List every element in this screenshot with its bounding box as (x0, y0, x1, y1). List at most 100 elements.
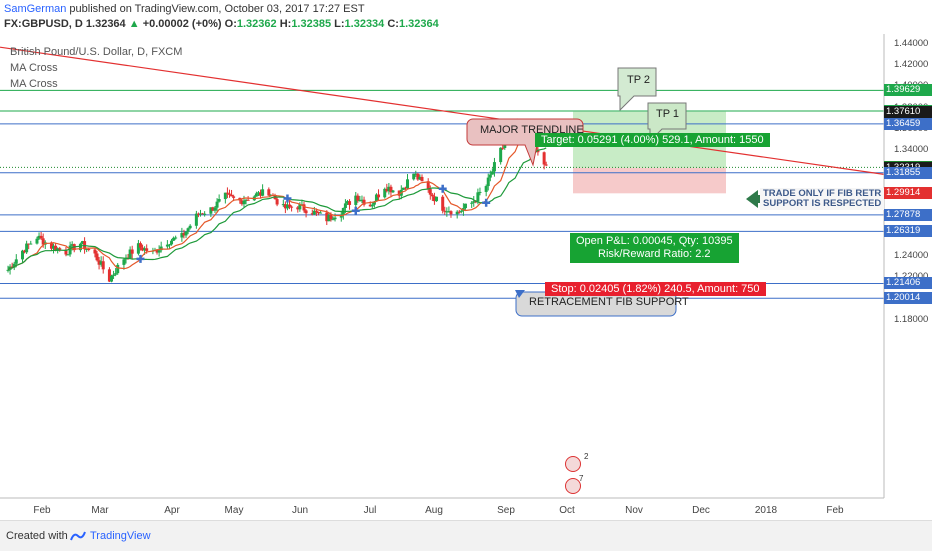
candle[interactable] (196, 212, 200, 218)
candle[interactable] (180, 227, 184, 242)
ma-cross-marker[interactable] (351, 206, 360, 215)
candle[interactable] (542, 151, 546, 170)
ma-cross-legend-1[interactable]: MA Cross (10, 62, 58, 74)
ma-cross-legend-2[interactable]: MA Cross (10, 78, 58, 90)
ma-slow-line[interactable] (7, 147, 547, 271)
candle[interactable] (261, 184, 265, 197)
candle[interactable] (141, 244, 145, 252)
candle[interactable] (288, 200, 292, 210)
candle[interactable] (304, 209, 308, 218)
candle[interactable] (99, 256, 103, 267)
candle[interactable] (110, 274, 113, 283)
candle[interactable] (333, 213, 337, 222)
candle[interactable] (285, 200, 289, 211)
candle[interactable] (325, 210, 329, 226)
candle[interactable] (97, 256, 101, 270)
candle[interactable] (58, 246, 62, 252)
candle[interactable] (85, 248, 89, 253)
candle[interactable] (317, 211, 320, 216)
candle[interactable] (472, 196, 476, 207)
candle[interactable] (478, 187, 482, 196)
candle[interactable] (356, 193, 360, 203)
candle[interactable] (223, 192, 227, 204)
candle[interactable] (488, 170, 492, 182)
candle[interactable] (172, 236, 176, 241)
candle[interactable] (29, 240, 33, 245)
candle[interactable] (358, 195, 362, 202)
candle[interactable] (23, 249, 27, 254)
us-flag-icon[interactable] (565, 478, 581, 494)
stop-pill[interactable]: Stop: 0.02405 (1.82%) 240.5, Amount: 750 (545, 282, 766, 296)
candle[interactable] (385, 183, 389, 193)
candle[interactable] (360, 195, 364, 204)
candle[interactable] (470, 201, 474, 209)
candle[interactable] (12, 261, 16, 271)
candle[interactable] (501, 145, 505, 150)
candle[interactable] (389, 184, 393, 197)
candle[interactable] (138, 241, 142, 251)
candle[interactable] (107, 267, 111, 283)
instrument-legend[interactable]: British Pound/U.S. Dollar, D, FXCM (10, 46, 183, 58)
candle[interactable] (416, 173, 420, 181)
candle[interactable] (213, 206, 217, 213)
candle[interactable] (459, 209, 463, 214)
price-axis-label[interactable]: 1.21406 (884, 277, 932, 290)
open-pnl-pill[interactable]: Open P&L: 0.00045, Qty: 10395 Risk/Rewar… (570, 233, 739, 263)
candle[interactable] (20, 249, 24, 263)
candle[interactable] (302, 201, 306, 213)
price-axis-label[interactable]: 1.37610 (884, 105, 932, 118)
candle[interactable] (267, 187, 271, 196)
candle[interactable] (426, 178, 430, 193)
candle[interactable] (492, 157, 496, 177)
candle[interactable] (457, 209, 461, 214)
major-trendline[interactable] (0, 46, 885, 175)
candle[interactable] (37, 232, 41, 240)
candle[interactable] (383, 187, 387, 199)
candle[interactable] (418, 174, 422, 181)
candle[interactable] (66, 254, 70, 256)
candle[interactable] (101, 256, 105, 274)
candle[interactable] (170, 238, 174, 246)
candle[interactable] (6, 265, 10, 273)
candle[interactable] (209, 207, 213, 217)
price-axis-label[interactable]: 1.29914 (884, 187, 932, 200)
candle[interactable] (348, 199, 352, 210)
candle[interactable] (254, 191, 258, 197)
candle[interactable] (403, 186, 407, 190)
candle[interactable] (112, 270, 116, 280)
ma-cross-marker[interactable] (136, 254, 145, 263)
candle[interactable] (275, 196, 279, 207)
candle[interactable] (310, 209, 314, 216)
candle[interactable] (362, 196, 366, 207)
candle[interactable] (201, 212, 205, 215)
candle[interactable] (484, 184, 488, 197)
price-axis-label[interactable]: 1.20014 (884, 292, 932, 305)
price-axis-label[interactable]: 1.36459 (884, 117, 932, 130)
candle[interactable] (296, 205, 300, 213)
candle[interactable] (25, 240, 29, 254)
candle[interactable] (331, 216, 335, 221)
ma-cross-marker[interactable] (482, 198, 491, 207)
candle[interactable] (447, 206, 451, 213)
candle[interactable] (199, 209, 203, 217)
candle[interactable] (374, 193, 378, 202)
candle[interactable] (544, 161, 548, 167)
candle[interactable] (319, 211, 323, 214)
ma-cross-marker[interactable] (438, 184, 447, 193)
candle[interactable] (327, 213, 331, 222)
candle[interactable] (486, 173, 490, 191)
candle[interactable] (420, 174, 424, 182)
candle[interactable] (377, 189, 381, 201)
candle[interactable] (441, 195, 445, 214)
ma-fast-line[interactable] (7, 134, 547, 271)
candle[interactable] (432, 192, 436, 205)
candle[interactable] (414, 170, 418, 177)
candle[interactable] (186, 227, 190, 235)
candle[interactable] (203, 211, 207, 217)
candle[interactable] (217, 194, 221, 203)
price-axis-label[interactable]: 1.26319 (884, 225, 932, 238)
candle[interactable] (343, 199, 347, 213)
candle[interactable] (455, 210, 459, 219)
candle[interactable] (184, 231, 188, 238)
candle[interactable] (174, 235, 178, 240)
